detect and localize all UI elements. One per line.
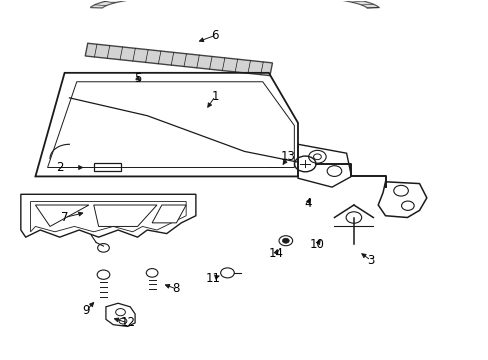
Text: 8: 8 (172, 283, 180, 296)
Polygon shape (85, 43, 272, 76)
Polygon shape (152, 205, 186, 223)
Circle shape (282, 238, 288, 243)
Text: 6: 6 (211, 29, 219, 42)
Text: 4: 4 (304, 197, 311, 210)
Text: 2: 2 (56, 161, 63, 174)
Text: 9: 9 (82, 304, 90, 317)
Bar (94, 163, 120, 171)
Text: 1: 1 (211, 90, 219, 103)
Text: 12: 12 (120, 316, 135, 329)
Polygon shape (90, 0, 379, 8)
Text: 5: 5 (134, 72, 141, 85)
Polygon shape (94, 205, 157, 226)
Text: 3: 3 (366, 254, 374, 267)
Text: 11: 11 (205, 272, 220, 285)
Text: 10: 10 (309, 238, 324, 251)
Text: 14: 14 (268, 247, 283, 260)
Polygon shape (35, 205, 89, 226)
Text: 7: 7 (61, 211, 68, 224)
Text: 13: 13 (280, 150, 295, 163)
